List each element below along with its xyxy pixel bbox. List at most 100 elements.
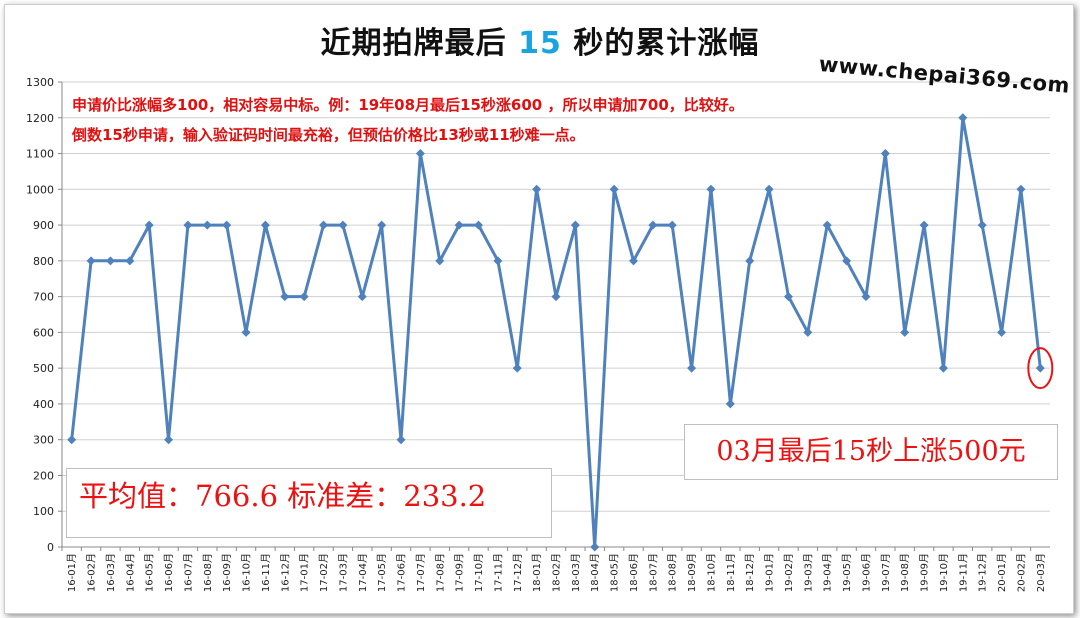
- x-tick-label: 19-11月: [957, 553, 969, 592]
- data-point: [512, 363, 522, 373]
- data-point: [842, 256, 852, 266]
- x-tick-label: 17-09月: [454, 553, 466, 592]
- data-point: [280, 292, 290, 302]
- x-tick-label: 17-04月: [357, 553, 369, 592]
- data-point: [357, 292, 367, 302]
- x-tick-label: 19-12月: [977, 553, 989, 592]
- x-tick-label: 19-01月: [764, 553, 776, 592]
- data-point: [938, 363, 948, 373]
- x-tick-label: 19-03月: [802, 553, 814, 592]
- data-point: [164, 435, 174, 445]
- data-point: [299, 292, 309, 302]
- data-point: [880, 149, 890, 159]
- x-tick-label: 16-09月: [221, 553, 233, 592]
- data-point: [590, 542, 600, 552]
- x-tick-label: 17-02月: [318, 553, 330, 592]
- y-tick-label: 400: [33, 398, 54, 411]
- y-tick-label: 0: [47, 541, 54, 554]
- x-tick-label: 16-04月: [124, 553, 136, 592]
- x-tick-label: 16-01月: [66, 553, 78, 592]
- data-point: [570, 220, 580, 230]
- series-markers: [67, 113, 1045, 552]
- y-tick-label: 600: [33, 326, 54, 339]
- data-point: [396, 435, 406, 445]
- x-tick-label: 19-02月: [783, 553, 795, 592]
- data-point: [454, 220, 464, 230]
- x-axis-ticks: 16-01月 16-02月 16-03月 16-04月 16-05月 16-06月 16-0…: [66, 553, 1047, 592]
- x-tick-label: 18-12月: [744, 553, 756, 592]
- x-tick-label: 19-04月: [822, 553, 834, 592]
- x-tick-label: 20-01月: [996, 553, 1008, 592]
- data-point: [977, 220, 987, 230]
- data-point: [377, 220, 387, 230]
- y-axis-ticks: 0 100 200 300 400 500 600 700 800 900 1000 1100 1200…: [26, 76, 54, 554]
- x-tick-label: 19-05月: [841, 553, 853, 592]
- x-tick-label: 19-07月: [880, 553, 892, 592]
- data-point: [900, 327, 910, 337]
- data-point: [222, 220, 232, 230]
- y-tick-label: 700: [33, 291, 54, 304]
- x-tick-label: 16-11月: [260, 553, 272, 592]
- data-point: [105, 256, 115, 266]
- x-tick-label: 18-03月: [570, 553, 582, 592]
- axes: [58, 81, 1050, 551]
- data-point: [338, 220, 348, 230]
- data-point: [183, 220, 193, 230]
- x-tick-label: 18-01月: [531, 553, 543, 592]
- data-point: [958, 113, 968, 123]
- x-tick-label: 16-07月: [182, 553, 194, 592]
- data-point: [125, 256, 135, 266]
- x-tick-label: 17-08月: [434, 553, 446, 592]
- x-tick-label: 18-05月: [609, 553, 621, 592]
- data-point: [764, 184, 774, 194]
- x-tick-label: 20-03月: [1035, 553, 1047, 592]
- data-point: [628, 256, 638, 266]
- data-point: [919, 220, 929, 230]
- x-tick-label: 18-11月: [725, 553, 737, 592]
- data-point: [241, 327, 251, 337]
- y-tick-label: 1100: [26, 148, 54, 161]
- data-point: [648, 220, 658, 230]
- data-point: [493, 256, 503, 266]
- y-tick-label: 200: [33, 469, 54, 482]
- data-point: [745, 256, 755, 266]
- data-point: [435, 256, 445, 266]
- data-point: [202, 220, 212, 230]
- x-tick-label: 17-07月: [415, 553, 427, 592]
- data-point: [687, 363, 697, 373]
- title-after: 秒的累计涨幅: [561, 26, 760, 61]
- x-tick-label: 17-05月: [376, 553, 388, 592]
- data-point: [260, 220, 270, 230]
- data-point: [609, 184, 619, 194]
- y-tick-label: 1200: [26, 112, 54, 125]
- x-tick-label: 17-01月: [299, 553, 311, 592]
- x-tick-label: 19-06月: [860, 553, 872, 592]
- x-tick-label: 16-02月: [86, 553, 98, 592]
- data-point: [667, 220, 677, 230]
- y-tick-label: 900: [33, 219, 54, 232]
- data-point: [861, 292, 871, 302]
- stats-box: 平均值：766.6 标准差：233.2: [66, 468, 552, 538]
- x-tick-label: 18-07月: [647, 553, 659, 592]
- annotation-line-2: 倒数15秒申请，输入验证码时间最充裕，但预估价格比13秒或11秒难一点。: [72, 126, 585, 144]
- data-point: [532, 184, 542, 194]
- x-tick-label: 17-12月: [512, 553, 524, 592]
- x-tick-label: 16-10月: [241, 553, 253, 592]
- title-before: 近期拍牌最后: [320, 26, 519, 61]
- data-point: [706, 184, 716, 194]
- data-point: [144, 220, 154, 230]
- x-tick-label: 16-03月: [105, 553, 117, 592]
- data-point: [474, 220, 484, 230]
- x-tick-label: 19-10月: [938, 553, 950, 592]
- x-tick-label: 17-06月: [396, 553, 408, 592]
- data-point: [1035, 363, 1045, 373]
- x-tick-label: 18-02月: [551, 553, 563, 592]
- x-tick-label: 20-02月: [1015, 553, 1027, 592]
- x-tick-label: 17-03月: [337, 553, 349, 592]
- data-point: [319, 220, 329, 230]
- x-tick-label: 18-09月: [686, 553, 698, 592]
- data-point: [997, 327, 1007, 337]
- x-tick-label: 17-10月: [473, 553, 485, 592]
- x-tick-label: 16-05月: [144, 553, 156, 592]
